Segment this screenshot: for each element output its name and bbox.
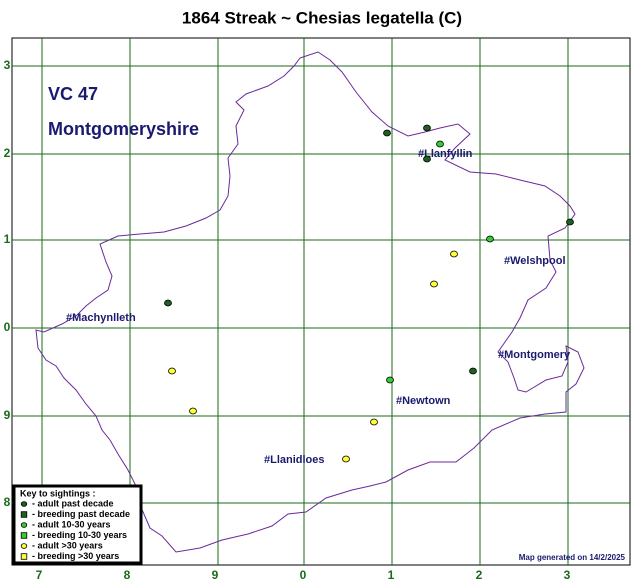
sighting-marker [469, 367, 477, 375]
town-label: #Montgomery [498, 349, 571, 361]
sighting-marker [20, 522, 28, 528]
grid-label: 7 [36, 568, 43, 582]
area-name: Montgomeryshire [48, 119, 199, 139]
sighting-marker [20, 543, 28, 549]
grid-label: 2 [476, 568, 483, 582]
sighting-marker [370, 418, 378, 426]
town-label: #Welshpool [504, 255, 566, 267]
map-frame [11, 37, 631, 566]
footer: Map generated on 14/2/2025 [519, 553, 626, 562]
legend-entry: - breeding past decade [32, 509, 130, 519]
grid-label: 0 [300, 568, 307, 582]
sighting-marker [450, 250, 458, 258]
grid-label: 2 [4, 146, 11, 160]
town-label: #Llanidloes [264, 454, 325, 466]
sighting-marker [430, 280, 438, 288]
legend-entry: - adult >30 years [32, 540, 103, 550]
sighting-marker [20, 532, 28, 539]
grid-label: 9 [212, 568, 219, 582]
sighting-marker [20, 553, 28, 560]
grid-label: 8 [4, 495, 11, 509]
legend-title: Key to sightings : [20, 488, 96, 498]
sighting-marker [383, 129, 391, 137]
town-label: #Newtown [396, 395, 451, 407]
town-label: #Machynlleth [66, 312, 136, 324]
grid-label: 9 [4, 408, 11, 422]
sighting-marker [168, 367, 176, 375]
sighting-marker [436, 140, 444, 148]
area-code: VC 47 [48, 84, 98, 104]
county-outline [35, 51, 585, 553]
sightings [164, 124, 574, 463]
legend-box [12, 484, 143, 565]
sighting-marker [342, 455, 350, 463]
sighting-marker [189, 407, 197, 415]
sighting-marker [566, 218, 574, 226]
grid-label: 0 [4, 320, 11, 334]
sighting-marker [20, 511, 28, 518]
sighting-marker [486, 235, 494, 243]
town-label: #Llanfyllin [418, 148, 473, 160]
sighting-marker [423, 155, 431, 163]
map-title: 1864 Streak ~ Chesias legatella (C) [182, 8, 462, 27]
grid-label: 3 [4, 58, 11, 72]
sighting-marker [164, 299, 172, 307]
sighting-marker [20, 501, 28, 507]
legend-entry: - adult past decade [32, 498, 114, 508]
sighting-marker [386, 376, 394, 384]
grid-label: 1 [4, 232, 11, 246]
sighting-marker [423, 124, 431, 132]
legend-entry: - adult 10-30 years [32, 519, 111, 529]
legend: - adult past decade- breeding past decad… [20, 498, 130, 561]
grid-label: 3 [564, 568, 571, 582]
legend-entry: - breeding 10-30 years [32, 530, 127, 540]
legend-entry: - breeding >30 years [32, 551, 119, 561]
grid-label: 8 [124, 568, 131, 582]
grid-label: 1 [388, 568, 395, 582]
